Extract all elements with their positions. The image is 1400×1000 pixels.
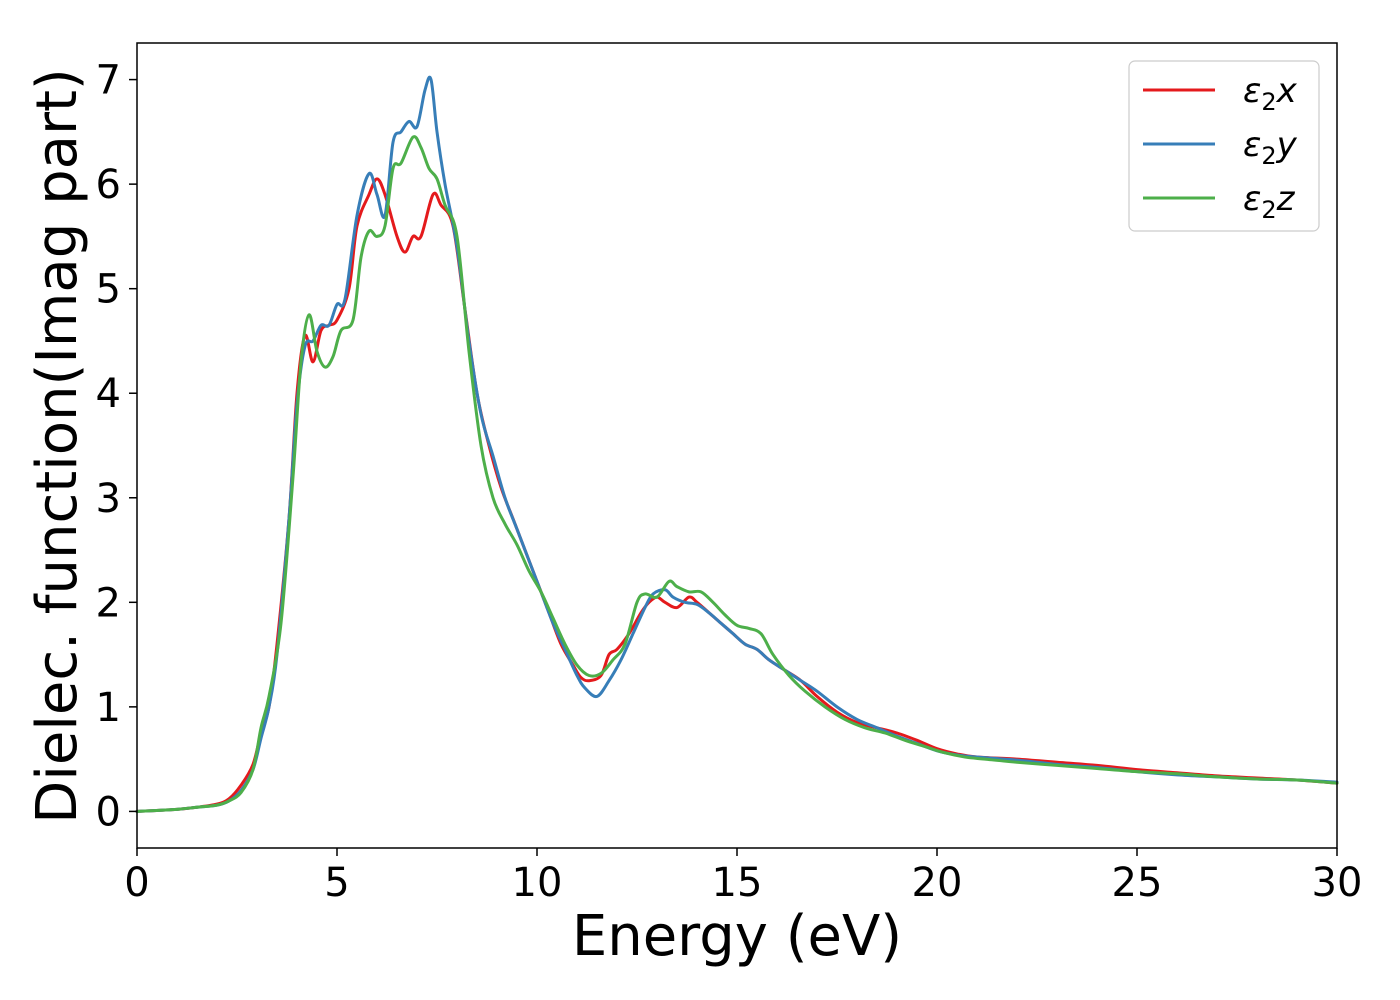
x-tick-label: 20 bbox=[912, 860, 963, 906]
x-tick-label: 30 bbox=[1312, 860, 1363, 906]
x-tick-label: 10 bbox=[512, 860, 563, 906]
x-axis-label: Energy (eV) bbox=[572, 904, 902, 969]
plot-lines bbox=[135, 75, 1339, 813]
series-line-z bbox=[135, 135, 1339, 813]
y-tick-label: 2 bbox=[96, 580, 121, 626]
legend: ε2x ε2y ε2z bbox=[1128, 60, 1320, 232]
y-axis: 0 1 2 3 4 5 6 7 bbox=[96, 58, 137, 835]
x-tick-label: 0 bbox=[124, 860, 149, 906]
y-axis-label: Dielec. function(Imag part) bbox=[25, 68, 90, 824]
x-tick-label: 15 bbox=[712, 860, 763, 906]
y-tick-label: 6 bbox=[96, 162, 121, 208]
y-tick-label: 3 bbox=[96, 476, 121, 522]
y-tick-label: 1 bbox=[96, 685, 121, 731]
legend-label-z: ε2z bbox=[1243, 179, 1296, 224]
legend-box bbox=[1128, 60, 1320, 232]
x-tick-label: 25 bbox=[1112, 860, 1163, 906]
x-tick-label: 5 bbox=[324, 860, 349, 906]
y-tick-label: 7 bbox=[96, 58, 121, 104]
y-tick-label: 4 bbox=[96, 371, 121, 417]
series-line-x bbox=[135, 177, 1339, 813]
legend-label-x: ε2x bbox=[1243, 71, 1298, 116]
y-tick-label: 0 bbox=[96, 789, 121, 835]
y-tick-label: 5 bbox=[96, 267, 121, 313]
legend-label-y: ε2y bbox=[1243, 125, 1298, 170]
x-axis: 0 5 10 15 20 25 30 bbox=[124, 848, 1362, 906]
